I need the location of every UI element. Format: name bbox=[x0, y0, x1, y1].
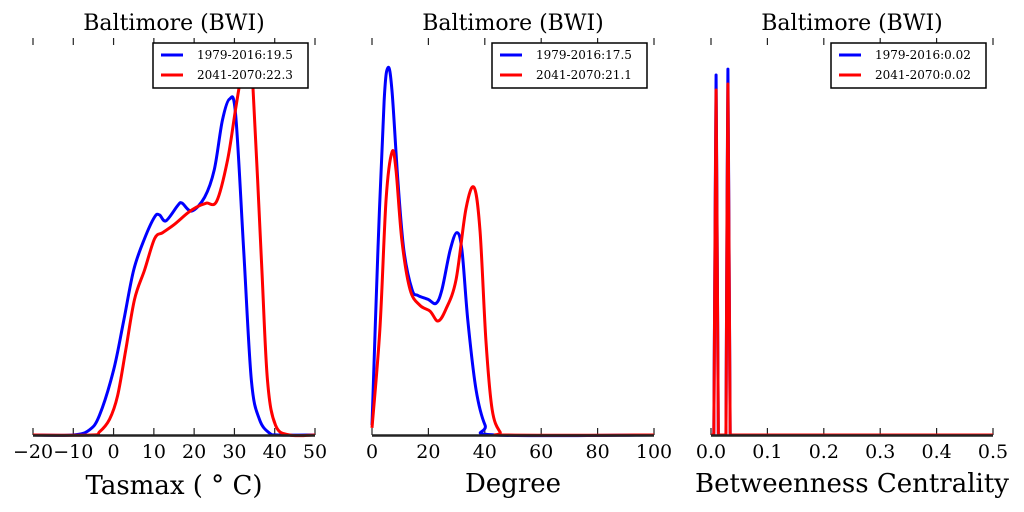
series-lines bbox=[370, 65, 655, 438]
series-line-future bbox=[370, 149, 655, 437]
x-tick-label: −20 bbox=[13, 441, 53, 463]
series-line-future bbox=[711, 82, 993, 437]
x-tick-label: 0.3 bbox=[865, 441, 895, 463]
x-ticks: 0 20 40 60 80 100 bbox=[366, 38, 672, 463]
series-line-historical bbox=[32, 95, 316, 437]
x-tick-label: 0 bbox=[366, 441, 378, 463]
x-tick-label: 0.4 bbox=[921, 441, 951, 463]
legend: 1979-2016:0.02 2041-2070:0.02 bbox=[830, 42, 987, 89]
panel-betweenness: Baltimore (BWI) 0.0 0.1 0.2 0.3 0.4 0.5 1979-… bbox=[695, 11, 1009, 499]
x-tick-label: 10 bbox=[142, 441, 166, 463]
legend: 1979-2016:17.5 2041-2070:21.1 bbox=[491, 42, 648, 89]
x-tick-label: 100 bbox=[636, 441, 672, 463]
x-tick-label: 30 bbox=[222, 441, 246, 463]
legend-label: 2041-2070:21.1 bbox=[536, 68, 632, 82]
panel-degree: Baltimore (BWI) 0 20 40 60 80 100 1979-2016:1… bbox=[366, 11, 672, 499]
panel-title: Baltimore (BWI) bbox=[422, 11, 603, 36]
x-tick-label: 80 bbox=[586, 441, 610, 463]
legend-box bbox=[491, 42, 648, 89]
panel-title: Baltimore (BWI) bbox=[761, 11, 942, 36]
legend-label: 2041-2070:22.3 bbox=[197, 68, 293, 82]
x-tick-label: 0.0 bbox=[696, 441, 726, 463]
x-tick-label: 20 bbox=[416, 441, 440, 463]
x-tick-label: 0 bbox=[108, 441, 120, 463]
legend-label: 1979-2016:19.5 bbox=[197, 48, 293, 62]
legend-box bbox=[152, 42, 309, 89]
x-tick-label: 0.1 bbox=[752, 441, 782, 463]
legend-label: 1979-2016:17.5 bbox=[536, 48, 632, 62]
x-ticks: 0.0 0.1 0.2 0.3 0.4 0.5 bbox=[696, 38, 1008, 463]
x-tick-label: 0.5 bbox=[978, 441, 1008, 463]
series-lines bbox=[711, 67, 993, 437]
series-line-future bbox=[32, 53, 316, 438]
x-axis-label: Betweenness Centrality bbox=[695, 469, 1009, 499]
x-tick-label: 40 bbox=[473, 441, 497, 463]
legend-label: 2041-2070:0.02 bbox=[875, 68, 971, 82]
panel-title: Baltimore (BWI) bbox=[83, 11, 264, 36]
x-tick-label: −10 bbox=[53, 441, 93, 463]
x-axis-label: Tasmax ( ° C) bbox=[86, 471, 263, 501]
series-line-historical bbox=[711, 67, 993, 437]
legend-box bbox=[830, 42, 987, 89]
x-axis-label: Degree bbox=[465, 469, 561, 499]
panel-tasmax: Baltimore (BWI) −20 −10 0 10 20 30 40 50 1979-2… bbox=[13, 11, 327, 501]
x-tick-label: 40 bbox=[263, 441, 287, 463]
legend-label: 1979-2016:0.02 bbox=[875, 48, 971, 62]
x-tick-label: 60 bbox=[529, 441, 553, 463]
x-tick-label: 0.2 bbox=[809, 441, 839, 463]
x-ticks: −20 −10 0 10 20 30 40 50 bbox=[13, 38, 327, 463]
legend: 1979-2016:19.5 2041-2070:22.3 bbox=[152, 42, 309, 89]
x-tick-label: 20 bbox=[182, 441, 206, 463]
series-line-historical bbox=[370, 65, 655, 438]
x-tick-label: 50 bbox=[303, 441, 327, 463]
series-lines bbox=[32, 53, 316, 438]
